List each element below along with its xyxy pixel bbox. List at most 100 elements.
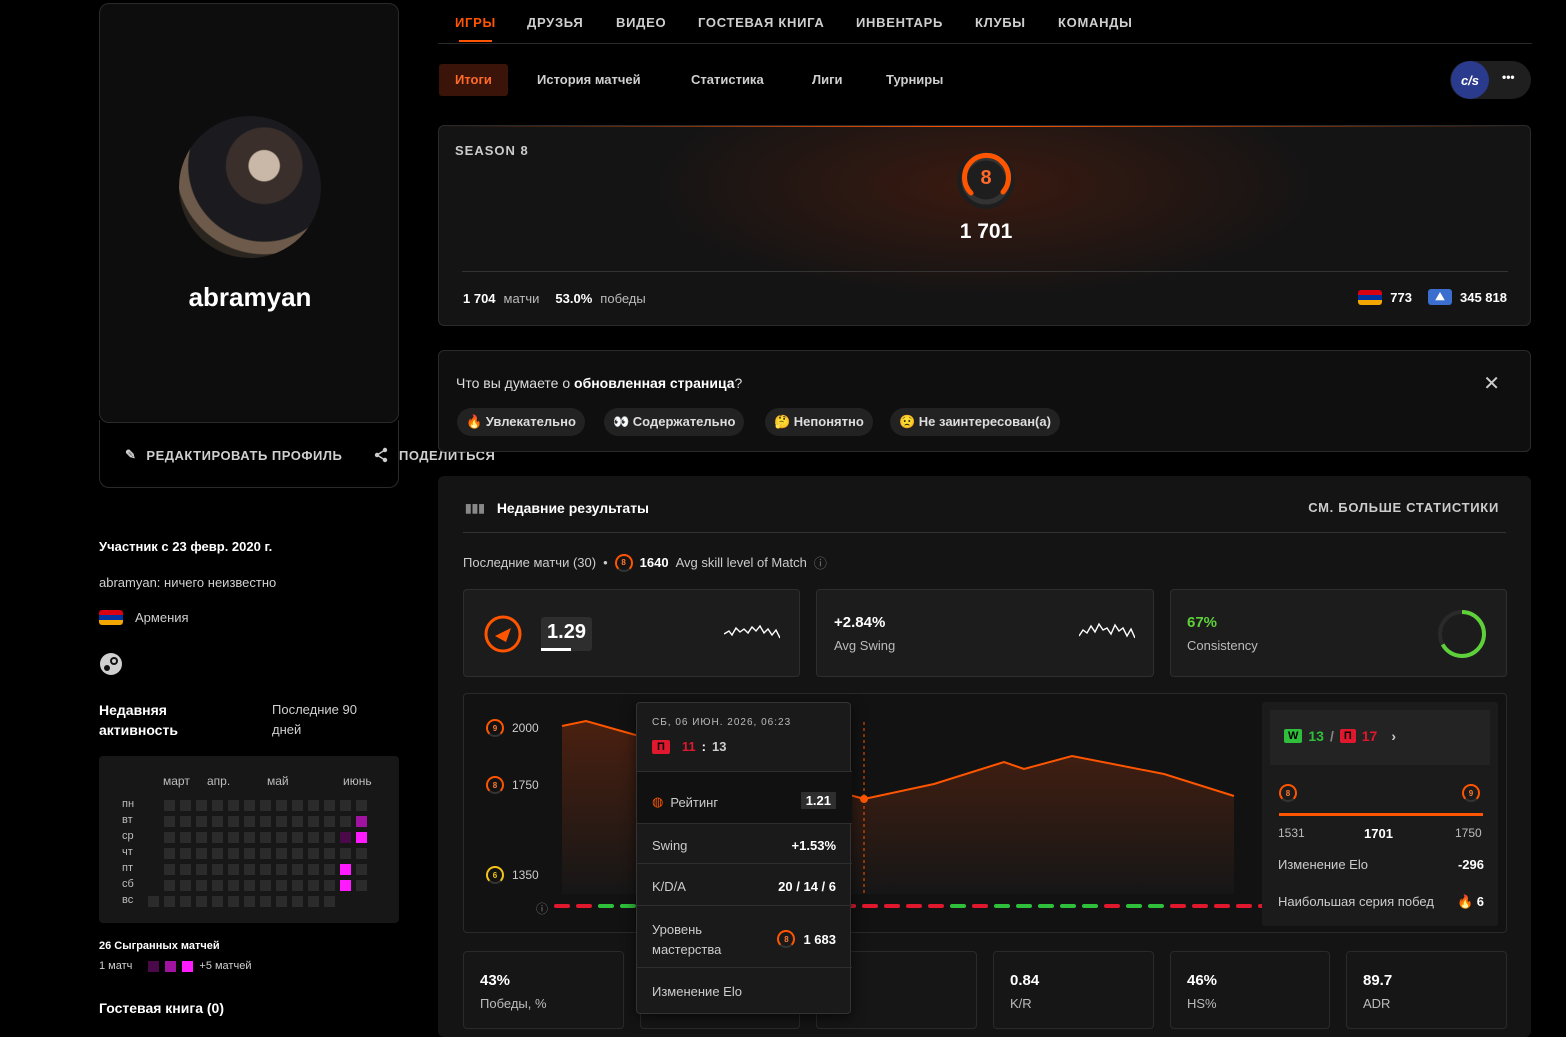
info-icon[interactable]: ⓘ <box>813 556 827 571</box>
heatmap-cell[interactable] <box>340 800 351 811</box>
match-result-dash[interactable] <box>1104 904 1120 908</box>
heatmap-cell[interactable] <box>308 848 319 859</box>
feedback-option[interactable]: 😟 Не заинтересован(а) <box>890 408 1060 436</box>
tab-inventory[interactable]: ИНВЕНТАРЬ <box>856 15 944 30</box>
heatmap-cell[interactable] <box>212 880 223 891</box>
heatmap-cell[interactable] <box>292 880 303 891</box>
subtab-stats[interactable]: Статистика <box>691 72 764 87</box>
close-icon[interactable]: ✕ <box>1483 373 1500 395</box>
match-result-dash[interactable] <box>1060 904 1076 908</box>
heatmap-cell[interactable] <box>292 832 303 843</box>
heatmap-cell[interactable] <box>260 880 271 891</box>
match-result-dash[interactable] <box>994 904 1010 908</box>
heatmap-cell[interactable] <box>180 864 191 875</box>
heatmap-cell[interactable] <box>212 896 223 907</box>
heatmap-cell[interactable] <box>164 896 175 907</box>
heatmap-cell[interactable] <box>196 896 207 907</box>
heatmap-cell[interactable] <box>260 848 271 859</box>
heatmap-cell[interactable] <box>180 896 191 907</box>
heatmap-cell[interactable] <box>276 800 287 811</box>
heatmap-cell[interactable] <box>324 864 335 875</box>
cs-logo-icon[interactable]: c/s <box>1451 61 1489 99</box>
heatmap-cell[interactable] <box>340 832 351 843</box>
heatmap-cell[interactable] <box>276 864 287 875</box>
heatmap-cell[interactable] <box>292 816 303 827</box>
heatmap-cell[interactable] <box>260 896 271 907</box>
match-result-dash[interactable] <box>1170 904 1186 908</box>
feedback-option[interactable]: 🔥 Увлекательно <box>457 408 585 436</box>
match-result-dash[interactable] <box>554 904 570 908</box>
feedback-option[interactable]: 🤔 Непонятно <box>765 408 873 436</box>
heatmap-cell[interactable] <box>276 896 287 907</box>
heatmap-cell[interactable] <box>180 832 191 843</box>
heatmap-cell[interactable] <box>180 816 191 827</box>
guestbook-title[interactable]: Гостевая книга (0) <box>99 1000 224 1016</box>
match-result-dash[interactable] <box>576 904 592 908</box>
heatmap-cell[interactable] <box>340 880 351 891</box>
tab-video[interactable]: ВИДЕО <box>616 15 667 30</box>
steam-icon[interactable] <box>99 652 123 676</box>
heatmap-cell[interactable] <box>276 848 287 859</box>
match-result-dash[interactable] <box>950 904 966 908</box>
match-result-dash[interactable] <box>1016 904 1032 908</box>
match-result-dash[interactable] <box>598 904 614 908</box>
heatmap-cell[interactable] <box>164 880 175 891</box>
heatmap-cell[interactable] <box>308 800 319 811</box>
game-selector[interactable]: c/s ••• <box>1450 61 1531 99</box>
heatmap-cell[interactable] <box>228 848 239 859</box>
heatmap-cell[interactable] <box>244 832 255 843</box>
match-result-dash[interactable] <box>620 904 636 908</box>
heatmap-cell[interactable] <box>292 864 303 875</box>
heatmap-cell[interactable] <box>212 864 223 875</box>
heatmap-cell[interactable] <box>340 864 351 875</box>
heatmap-cell[interactable] <box>324 880 335 891</box>
heatmap-cell[interactable] <box>260 816 271 827</box>
heatmap-cell[interactable] <box>212 848 223 859</box>
heatmap-cell[interactable] <box>356 816 367 827</box>
subtab-summary[interactable]: Итоги <box>439 64 508 96</box>
heatmap-cell[interactable] <box>164 816 175 827</box>
heatmap-cell[interactable] <box>292 896 303 907</box>
heatmap-cell[interactable] <box>228 816 239 827</box>
match-result-dash[interactable] <box>1082 904 1098 908</box>
match-result-dash[interactable] <box>972 904 988 908</box>
heatmap-cell[interactable] <box>356 800 367 811</box>
heatmap-cell[interactable] <box>228 800 239 811</box>
heatmap-cell[interactable] <box>180 880 191 891</box>
heatmap-cell[interactable] <box>324 800 335 811</box>
heatmap-cell[interactable] <box>356 864 367 875</box>
heatmap-cell[interactable] <box>308 832 319 843</box>
heatmap-cell[interactable] <box>324 896 335 907</box>
heatmap-cell[interactable] <box>308 816 319 827</box>
tab-clubs[interactable]: КЛУБЫ <box>975 15 1026 30</box>
heatmap-cell[interactable] <box>164 832 175 843</box>
heatmap-cell[interactable] <box>260 800 271 811</box>
heatmap-cell[interactable] <box>228 832 239 843</box>
heatmap-cell[interactable] <box>244 816 255 827</box>
heatmap-cell[interactable] <box>228 896 239 907</box>
heatmap-cell[interactable] <box>356 848 367 859</box>
subtab-leagues[interactable]: Лиги <box>812 72 843 87</box>
feedback-option[interactable]: 👀 Содержательно <box>604 408 745 436</box>
heatmap-cell[interactable] <box>308 896 319 907</box>
avatar[interactable] <box>179 116 321 258</box>
heatmap-cell[interactable] <box>276 816 287 827</box>
tab-guestbook[interactable]: ГОСТЕВАЯ КНИГА <box>698 15 825 30</box>
heatmap-cell[interactable] <box>308 880 319 891</box>
tab-friends[interactable]: ДРУЗЬЯ <box>527 15 584 30</box>
match-result-dash[interactable] <box>906 904 922 908</box>
match-result-dash[interactable] <box>1126 904 1142 908</box>
heatmap-cell[interactable] <box>196 864 207 875</box>
heatmap-cell[interactable] <box>292 848 303 859</box>
heatmap-cell[interactable] <box>228 864 239 875</box>
heatmap-cell[interactable] <box>324 832 335 843</box>
heatmap-cell[interactable] <box>196 832 207 843</box>
heatmap-cell[interactable] <box>244 864 255 875</box>
heatmap-cell[interactable] <box>244 896 255 907</box>
heatmap-cell[interactable] <box>196 816 207 827</box>
heatmap-cell[interactable] <box>244 880 255 891</box>
heatmap-cell[interactable] <box>276 880 287 891</box>
heatmap-cell[interactable] <box>340 816 351 827</box>
heatmap-cell[interactable] <box>196 800 207 811</box>
heatmap-cell[interactable] <box>276 832 287 843</box>
